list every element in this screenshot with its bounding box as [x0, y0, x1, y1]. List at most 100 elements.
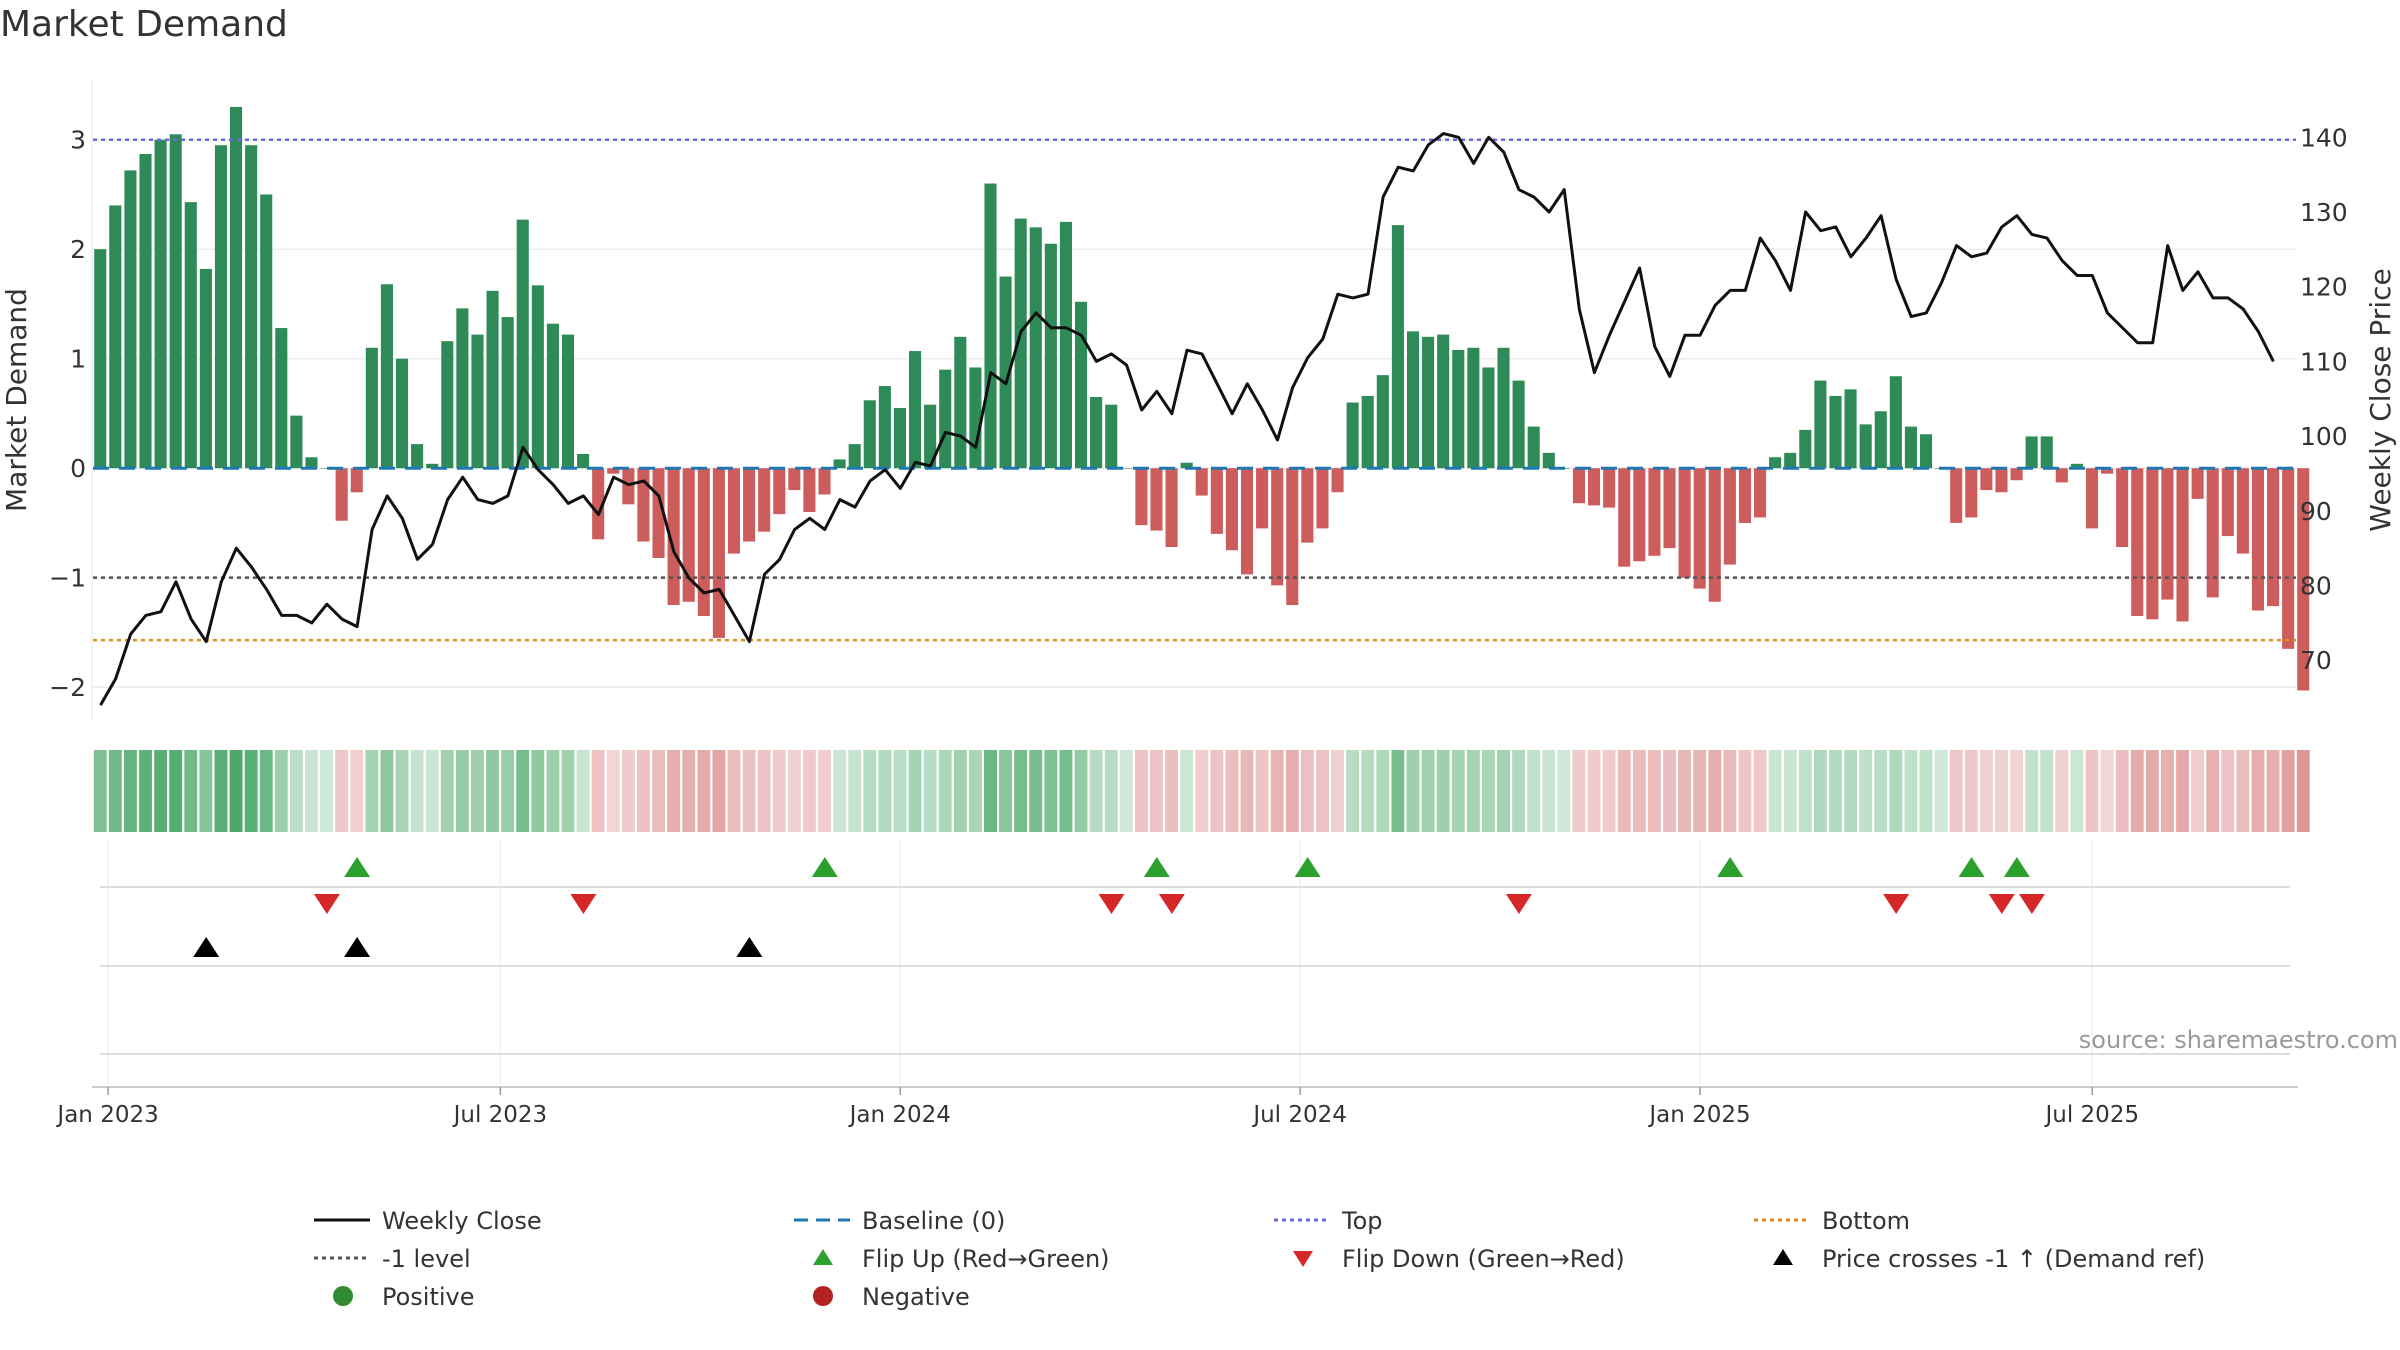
demand-bar [2146, 468, 2159, 620]
strip-cell [1014, 750, 1028, 832]
demand-bar [154, 139, 167, 469]
demand-bar [2116, 468, 2129, 548]
flip-down-marker [1883, 894, 1910, 914]
demand-bar [1346, 402, 1359, 469]
demand-bar [335, 468, 348, 521]
strip-cell [1300, 750, 1314, 832]
demand-bar [1874, 411, 1887, 469]
strip-cell [1708, 750, 1722, 832]
demand-bar [1195, 468, 1208, 496]
y2-tick-label: 130 [2300, 198, 2348, 227]
strip-cell [486, 750, 500, 832]
demand-bar [622, 468, 635, 505]
strip-cell [1436, 750, 1450, 832]
demand-bar [1527, 426, 1540, 469]
demand-bar [2221, 468, 2234, 537]
x-tick-label: Jul 2024 [1251, 1102, 1347, 1128]
strip-cell [2145, 750, 2159, 832]
strip-cell [591, 750, 605, 832]
demand-bar [350, 468, 363, 493]
strip-cell [787, 750, 801, 832]
strip-cell [652, 750, 665, 832]
demand-bar [1633, 468, 1646, 562]
strip-cell [1813, 750, 1827, 832]
demand-bar [230, 106, 243, 469]
demand-bar [1014, 218, 1027, 469]
demand-bar [1437, 334, 1450, 469]
weekly-close-series [99, 132, 2275, 706]
demand-bar [1240, 468, 1254, 575]
demand-bar [501, 317, 514, 469]
strip-cell [1225, 750, 1239, 832]
demand-bar [1406, 331, 1420, 469]
strip-cell [1663, 750, 1676, 832]
price-cross-marker [193, 937, 220, 957]
demand-bar [1120, 468, 1133, 469]
strip-cell [395, 750, 409, 832]
demand-bar [1904, 426, 1917, 469]
source-note: source: sharemaestro.com [2079, 1026, 2398, 1054]
strip-cell [1346, 750, 1360, 832]
strip-cell [2115, 750, 2129, 832]
demand-bar [2055, 468, 2068, 483]
demand-bar [214, 145, 228, 469]
demand-bar [863, 400, 876, 469]
chart-title: Market Demand [0, 4, 288, 45]
demand-bar [2206, 468, 2219, 598]
strip-cell [1029, 750, 1043, 832]
x-tick-label: Jan 2024 [848, 1102, 951, 1128]
demand-bar [592, 468, 605, 540]
demand-bar [803, 468, 816, 512]
strip-cell [108, 750, 122, 832]
demand-bar [245, 145, 258, 469]
demand-bar [878, 386, 891, 469]
price-cross-marker [736, 937, 763, 957]
strip-cell [984, 750, 997, 832]
strip-cell [2160, 750, 2174, 832]
flip-up-marker [2003, 857, 2030, 877]
demand-bar [184, 202, 197, 469]
demand-bar [411, 444, 424, 469]
strip-cell [1421, 750, 1435, 832]
demand-bar [1844, 389, 1857, 469]
strip-cell [2085, 750, 2099, 832]
strip-cell [1316, 750, 1329, 832]
strip-cell [2296, 750, 2310, 832]
demand-bar [290, 415, 303, 469]
strip-cell [742, 750, 756, 832]
strip-cell [833, 750, 847, 832]
demand-bar [441, 341, 454, 469]
demand-bar [260, 194, 273, 469]
strip-cell [1678, 750, 1692, 832]
demand-bar [2101, 468, 2114, 474]
x-tick-label: Jul 2023 [452, 1102, 548, 1128]
strip-cell [1240, 750, 1254, 832]
demand-bar [2010, 468, 2023, 481]
y2-axis-label: Weekly Close Price [2364, 268, 2397, 531]
strip-cell [667, 750, 681, 832]
flip-down-marker [1988, 894, 2015, 914]
strip-cell [682, 750, 696, 832]
strip-cell [440, 750, 454, 832]
demand-bar [426, 463, 439, 469]
left-axis: 3 2 1 0 −1 −2 [49, 126, 86, 702]
demand-bar [682, 468, 695, 602]
demand-bar [1889, 376, 1902, 469]
demand-bar [1044, 243, 1057, 469]
strip-cell [1979, 750, 1993, 832]
strip-cell [1361, 750, 1375, 832]
demand-bar [2176, 468, 2189, 622]
demand-bar [486, 290, 499, 469]
demand-bar [1150, 468, 1163, 531]
demand-bar [395, 358, 409, 469]
strip-cell [2236, 750, 2250, 832]
strip-cell [2221, 750, 2235, 832]
strip-cell [2281, 750, 2295, 832]
strip-cell [1995, 750, 2008, 832]
demand-bar [1165, 468, 1178, 548]
strip-cell [1527, 750, 1541, 832]
flip-up-marker [1143, 857, 1170, 877]
strip-cell [818, 750, 831, 832]
flip-up-marker [1717, 857, 1744, 877]
